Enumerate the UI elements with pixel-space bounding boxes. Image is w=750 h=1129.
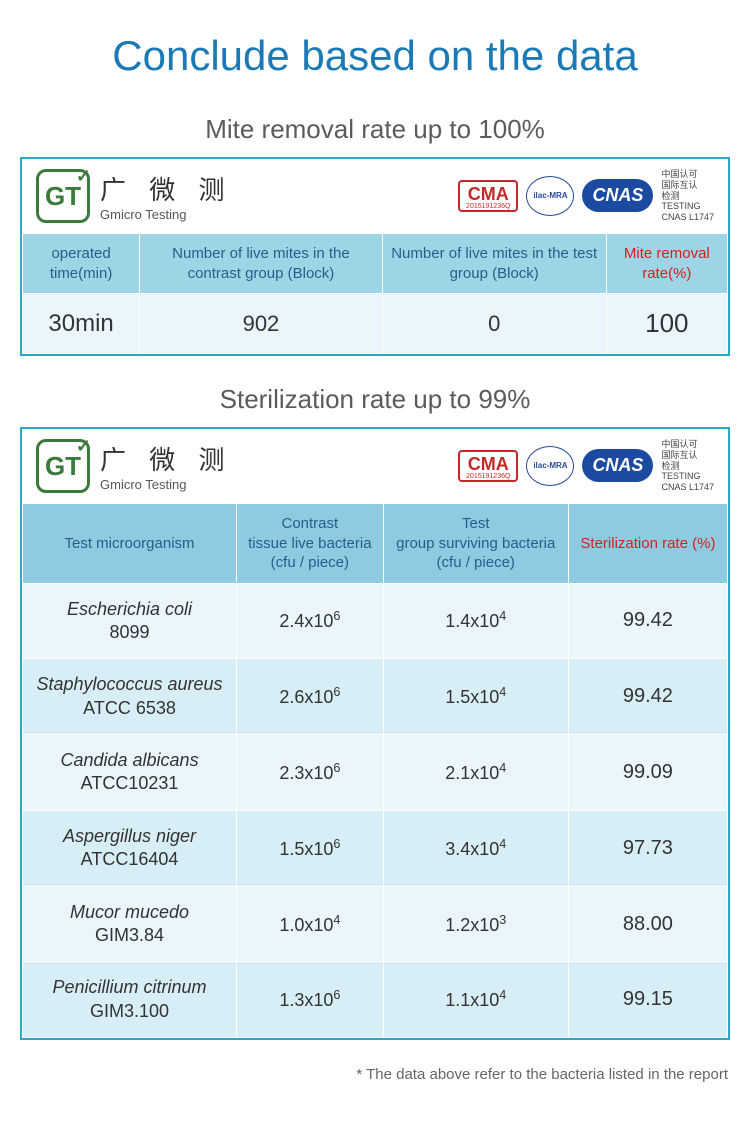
mite-subtitle: Mite removal rate up to 100% bbox=[0, 108, 750, 157]
organism-cell: Penicillium citrinumGIM3.100 bbox=[23, 962, 237, 1038]
rate-cell: 99.42 bbox=[568, 583, 727, 659]
mite-cell: 30min bbox=[23, 294, 140, 354]
mite-col-header: Number of live mites in the test group (… bbox=[382, 234, 606, 294]
cnas-badge-icon: CNAS bbox=[582, 179, 653, 212]
steril-col-header: Testgroup surviving bacteria(cfu / piece… bbox=[383, 504, 568, 584]
table-row: Aspergillus nigerATCC164041.5x1063.4x104… bbox=[23, 810, 728, 886]
cert-header: GT 广 微 测 Gmicro Testing CMA 2015191236Q … bbox=[22, 429, 728, 503]
steril-col-header: Sterilization rate (%) bbox=[568, 504, 727, 584]
rate-cell: 99.09 bbox=[568, 735, 727, 811]
test-cell: 3.4x104 bbox=[383, 810, 568, 886]
table-row: Staphylococcus aureusATCC 65382.6x1061.5… bbox=[23, 659, 728, 735]
ma-code: 2015191236Q bbox=[466, 473, 510, 480]
page-title: Conclude based on the data bbox=[0, 0, 750, 108]
steril-table: Test microorganismContrasttissue live ba… bbox=[22, 503, 728, 1038]
cert-badges: CMA 2015191236Q ilac-MRA CNAS 中国认可 国际互认 … bbox=[458, 169, 714, 223]
table-row: Escherichia coli80992.4x1061.4x10499.42 bbox=[23, 583, 728, 659]
steril-col-header: Test microorganism bbox=[23, 504, 237, 584]
rate-cell: 88.00 bbox=[568, 886, 727, 962]
mite-col-header: Mite removal rate(%) bbox=[606, 234, 727, 294]
gt-mark-icon: GT bbox=[36, 439, 90, 493]
ma-code: 2015191236Q bbox=[466, 203, 510, 210]
gt-en-label: Gmicro Testing bbox=[100, 207, 232, 222]
ma-label: CMA bbox=[468, 184, 509, 204]
gt-en-label: Gmicro Testing bbox=[100, 477, 232, 492]
mite-col-header: operated time(min) bbox=[23, 234, 140, 294]
steril-subtitle: Sterilization rate up to 99% bbox=[0, 378, 750, 427]
contrast-cell: 1.3x106 bbox=[237, 962, 384, 1038]
rate-cell: 99.15 bbox=[568, 962, 727, 1038]
rate-cell: 99.42 bbox=[568, 659, 727, 735]
organism-cell: Escherichia coli8099 bbox=[23, 583, 237, 659]
mite-col-header: Number of live mites in the contrast gro… bbox=[140, 234, 383, 294]
contrast-cell: 2.3x106 bbox=[237, 735, 384, 811]
cert-badges: CMA 2015191236Q ilac-MRA CNAS 中国认可 国际互认 … bbox=[458, 439, 714, 493]
gt-logo: GT 广 微 测 Gmicro Testing bbox=[36, 439, 232, 493]
cnas-text: 中国认可 国际互认 检测 TESTING CNAS L1747 bbox=[661, 169, 714, 223]
contrast-cell: 1.5x106 bbox=[237, 810, 384, 886]
ma-badge-icon: CMA 2015191236Q bbox=[458, 180, 518, 212]
mite-cell: 0 bbox=[382, 294, 606, 354]
footnote: * The data above refer to the bacteria l… bbox=[0, 1062, 750, 1113]
mite-cell: 902 bbox=[140, 294, 383, 354]
contrast-cell: 2.6x106 bbox=[237, 659, 384, 735]
cnas-text: 中国认可 国际互认 检测 TESTING CNAS L1747 bbox=[661, 439, 714, 493]
steril-card: GT 广 微 测 Gmicro Testing CMA 2015191236Q … bbox=[20, 427, 730, 1040]
ilac-badge-icon: ilac-MRA bbox=[526, 176, 574, 216]
organism-cell: Mucor mucedoGIM3.84 bbox=[23, 886, 237, 962]
ma-label: CMA bbox=[468, 454, 509, 474]
test-cell: 1.2x103 bbox=[383, 886, 568, 962]
test-cell: 1.1x104 bbox=[383, 962, 568, 1038]
mite-table: operated time(min)Number of live mites i… bbox=[22, 233, 728, 354]
organism-cell: Staphylococcus aureusATCC 6538 bbox=[23, 659, 237, 735]
organism-cell: Aspergillus nigerATCC16404 bbox=[23, 810, 237, 886]
gt-cn-label: 广 微 测 bbox=[100, 440, 232, 477]
gt-logo: GT 广 微 测 Gmicro Testing bbox=[36, 169, 232, 223]
table-row: Penicillium citrinumGIM3.1001.3x1061.1x1… bbox=[23, 962, 728, 1038]
ma-badge-icon: CMA 2015191236Q bbox=[458, 450, 518, 482]
table-row: Mucor mucedoGIM3.841.0x1041.2x10388.00 bbox=[23, 886, 728, 962]
test-cell: 1.4x104 bbox=[383, 583, 568, 659]
cert-header: GT 广 微 测 Gmicro Testing CMA 2015191236Q … bbox=[22, 159, 728, 233]
rate-cell: 97.73 bbox=[568, 810, 727, 886]
gt-cn-label: 广 微 测 bbox=[100, 170, 232, 207]
contrast-cell: 2.4x106 bbox=[237, 583, 384, 659]
mite-card: GT 广 微 测 Gmicro Testing CMA 2015191236Q … bbox=[20, 157, 730, 356]
ilac-badge-icon: ilac-MRA bbox=[526, 446, 574, 486]
gt-mark-icon: GT bbox=[36, 169, 90, 223]
table-row: Candida albicansATCC102312.3x1062.1x1049… bbox=[23, 735, 728, 811]
mite-cell: 100 bbox=[606, 294, 727, 354]
test-cell: 1.5x104 bbox=[383, 659, 568, 735]
steril-col-header: Contrasttissue live bacteria(cfu / piece… bbox=[237, 504, 384, 584]
organism-cell: Candida albicansATCC10231 bbox=[23, 735, 237, 811]
contrast-cell: 1.0x104 bbox=[237, 886, 384, 962]
cnas-badge-icon: CNAS bbox=[582, 449, 653, 482]
test-cell: 2.1x104 bbox=[383, 735, 568, 811]
